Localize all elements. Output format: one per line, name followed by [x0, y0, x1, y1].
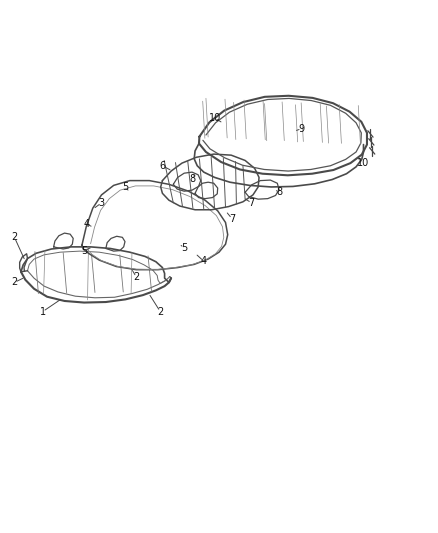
- Text: 9: 9: [299, 124, 305, 134]
- Text: 1: 1: [40, 306, 46, 317]
- Text: 2: 2: [11, 232, 18, 243]
- Text: 2: 2: [157, 306, 163, 317]
- Text: 4: 4: [201, 256, 207, 266]
- Text: 8: 8: [277, 187, 283, 197]
- Text: 4: 4: [83, 219, 89, 229]
- Text: 7: 7: [229, 214, 235, 224]
- Text: 2: 2: [11, 277, 18, 287]
- Text: 10: 10: [357, 158, 369, 168]
- Text: 6: 6: [159, 161, 166, 171]
- Text: 2: 2: [133, 272, 139, 282]
- Text: 5: 5: [181, 243, 187, 253]
- Text: 8: 8: [190, 174, 196, 184]
- Text: 5: 5: [122, 182, 128, 192]
- Text: 5: 5: [81, 246, 87, 256]
- Text: 3: 3: [99, 198, 105, 208]
- Text: 7: 7: [248, 198, 255, 208]
- Text: 10: 10: [208, 113, 221, 123]
